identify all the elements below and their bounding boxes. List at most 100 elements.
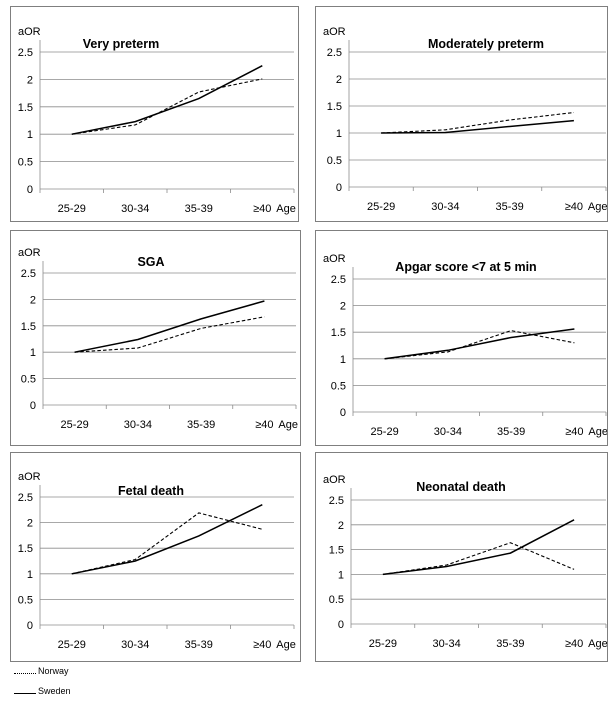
y-tick-label: 1	[336, 128, 342, 140]
chart-svg-very-preterm: 0 0.5 1 1.5 2 2.5 aOR 25-29 30-34 35-39 ≥40 Age Very…	[18, 26, 296, 215]
y-tick-label: 2.5	[18, 47, 33, 59]
x-tick-label: ≥40	[565, 638, 583, 650]
x-axis-label: Age	[588, 201, 607, 213]
x-tick-label: 25-29	[61, 419, 89, 431]
chart-title: Neonatal death	[416, 480, 506, 494]
x-tick-label: 35-39	[185, 203, 213, 215]
series-line-norway	[74, 316, 265, 353]
legend-item-norway: Norway	[14, 664, 214, 684]
y-tick-label: 1	[27, 129, 33, 141]
chart-panel-fetal-death: 0 0.5 1 1.5 2 2.5 aOR 25-29 30-34 35-39 ≥40 Age Feta…	[10, 452, 301, 662]
y-tick-label: 2	[340, 301, 346, 313]
chart-svg-fetal-death: 0 0.5 1 1.5 2 2.5 aOR 25-29 30-34 35-39 ≥40 Age Feta…	[18, 471, 296, 651]
x-axis-label: Age	[278, 419, 298, 431]
chart-svg-neonatal-death: 0 0.5 1 1.5 2 2.5 aOR 25-29 30-34 35-39 ≥40 Age Neon…	[323, 474, 607, 650]
x-tick-label: 35-39	[185, 639, 213, 651]
y-tick-label: 2.5	[327, 47, 342, 59]
series-line-sweden	[71, 504, 263, 575]
y-tick-label: 2.5	[329, 495, 344, 507]
y-tick-label: 1.5	[327, 101, 342, 113]
y-axis-label: aOR	[18, 471, 41, 483]
x-axis-label: Age	[276, 639, 296, 651]
chart-panel-very-preterm: 0 0.5 1 1.5 2 2.5 aOR 25-29 30-34 35-39 ≥40 Age Very…	[10, 6, 299, 222]
x-tick-label: 30-34	[121, 203, 149, 215]
y-tick-label: 2	[336, 74, 342, 86]
x-axis-label: Age	[588, 638, 607, 650]
y-tick-label: 1.5	[18, 102, 33, 114]
y-tick-label: 0.5	[329, 594, 344, 606]
x-tick-label: ≥40	[565, 426, 583, 438]
y-tick-label: 0.5	[21, 374, 36, 386]
y-axis-label: aOR	[323, 253, 346, 265]
series-line-norway	[384, 330, 575, 360]
x-tick-label: 25-29	[369, 638, 397, 650]
y-tick-label: 0.5	[18, 594, 33, 606]
chart-svg-apgar-score-7-at-5-min: 0 0.5 1 1.5 2 2.5 aOR 25-29 30-34 35-39 ≥40 Age Apga…	[323, 253, 607, 438]
y-tick-label: 1	[338, 569, 344, 581]
x-tick-label: ≥40	[255, 419, 273, 431]
chart-title: Moderately preterm	[428, 37, 544, 51]
x-tick-label: 30-34	[431, 201, 459, 213]
legend-swatch-dashed	[14, 673, 36, 674]
x-axis-label: Age	[276, 203, 296, 215]
chart-title: Apgar score <7 at 5 min	[395, 260, 536, 274]
x-tick-label: 30-34	[433, 638, 461, 650]
x-tick-label: 30-34	[121, 639, 149, 651]
y-tick-label: 2	[27, 518, 33, 530]
legend-item-sweden: Sweden	[14, 684, 214, 704]
x-tick-label: ≥40	[565, 201, 583, 213]
chart-title: Fetal death	[118, 484, 184, 498]
x-tick-label: 25-29	[58, 203, 86, 215]
x-tick-label: 25-29	[371, 426, 399, 438]
x-tick-label: 35-39	[496, 201, 524, 213]
y-tick-label: 0	[336, 182, 342, 194]
y-tick-label: 2	[27, 74, 33, 86]
series-line-norway	[71, 78, 263, 135]
legend-label-norway: Norway	[38, 666, 69, 676]
series-line-norway	[71, 512, 263, 575]
y-axis-label: aOR	[323, 474, 346, 486]
x-tick-label: 35-39	[187, 419, 215, 431]
y-tick-label: 0.5	[327, 155, 342, 167]
y-axis-label: aOR	[18, 247, 41, 259]
x-tick-label: 30-34	[434, 426, 462, 438]
y-tick-label: 0	[27, 184, 33, 196]
y-tick-label: 1.5	[18, 543, 33, 555]
y-tick-label: 1	[340, 354, 346, 366]
y-tick-label: 1.5	[329, 545, 344, 557]
y-tick-label: 1	[27, 569, 33, 581]
y-tick-label: 0	[338, 619, 344, 631]
y-tick-label: 1	[30, 347, 36, 359]
x-tick-label: 35-39	[496, 638, 524, 650]
x-tick-label: 35-39	[497, 426, 525, 438]
y-tick-label: 2	[338, 520, 344, 532]
x-axis-label: Age	[588, 426, 607, 438]
x-tick-label: 25-29	[58, 639, 86, 651]
y-tick-label: 0.5	[331, 380, 346, 392]
chart-svg-moderately-preterm: 0 0.5 1 1.5 2 2.5 aOR 25-29 30-34 35-39 ≥40 Age Mode…	[323, 26, 607, 213]
series-line-sweden	[384, 328, 575, 360]
x-tick-label: 30-34	[124, 419, 152, 431]
series-line-sweden	[381, 119, 574, 134]
y-tick-label: 2.5	[21, 268, 36, 280]
series-line-norway	[381, 111, 574, 134]
chart-title: SGA	[137, 255, 164, 269]
chart-panel-sga: 0 0.5 1 1.5 2 2.5 aOR 25-29 30-34 35-39 ≥40 Age SGA	[10, 230, 301, 446]
y-tick-label: 0	[27, 620, 33, 632]
legend-label-sweden: Sweden	[38, 686, 71, 696]
y-tick-label: 0	[30, 400, 36, 412]
y-axis-label: aOR	[18, 26, 41, 38]
y-tick-label: 2	[30, 294, 36, 306]
series-line-sweden	[71, 65, 263, 135]
chart-legend: Norway Sweden	[14, 664, 214, 722]
y-tick-label: 2.5	[331, 274, 346, 286]
y-tick-label: 1.5	[331, 327, 346, 339]
series-line-sweden	[74, 300, 265, 353]
series-line-sweden	[382, 519, 575, 576]
chart-panel-moderately-preterm: 0 0.5 1 1.5 2 2.5 aOR 25-29 30-34 35-39 ≥40 Age Mode…	[315, 6, 608, 222]
y-axis-label: aOR	[323, 26, 346, 38]
x-tick-label: ≥40	[253, 203, 271, 215]
x-tick-label: 25-29	[367, 201, 395, 213]
series-line-norway	[382, 542, 575, 575]
chart-title: Very preterm	[83, 37, 159, 51]
